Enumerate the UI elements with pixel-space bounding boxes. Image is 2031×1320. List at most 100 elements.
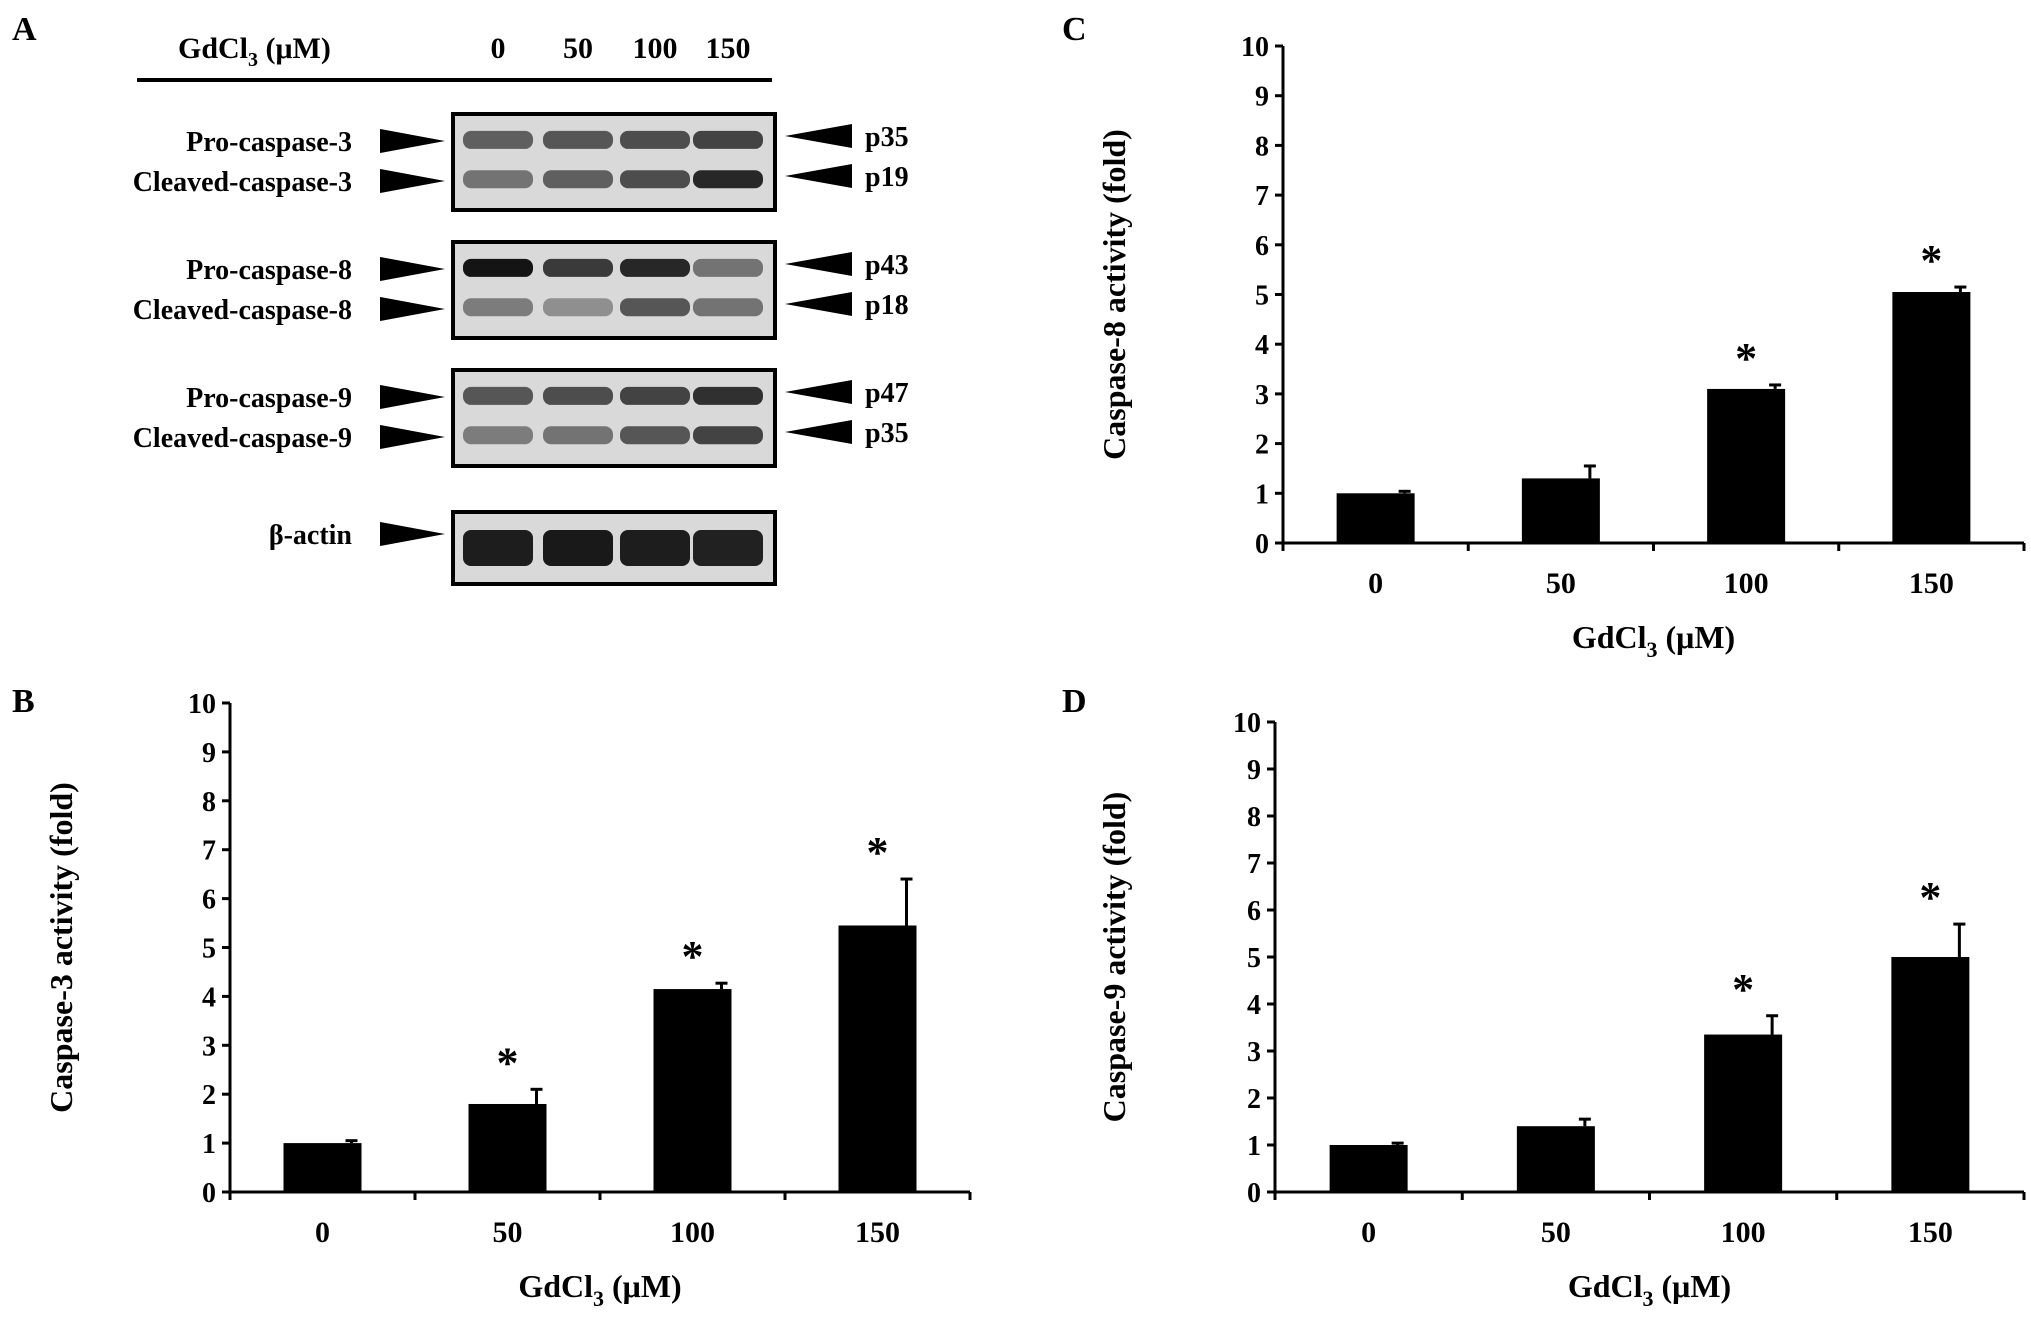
blot-frame bbox=[451, 368, 777, 468]
x-tick-label: 150 bbox=[1908, 1216, 1953, 1249]
blot-band bbox=[543, 530, 613, 566]
blot-right-label: p18 bbox=[865, 290, 909, 321]
blot-left-label: Cleaved-caspase-8 bbox=[133, 295, 352, 326]
x-tick-label: 150 bbox=[1909, 567, 1954, 600]
y-tick-label: 3 bbox=[1255, 380, 1269, 411]
arrowhead-left-icon bbox=[785, 420, 852, 444]
blot-band bbox=[693, 258, 763, 277]
x-axis-label: GdCl3 (μM) bbox=[1568, 1268, 1731, 1311]
bar bbox=[1891, 957, 1970, 1192]
arrowhead-left-icon bbox=[785, 380, 852, 404]
bar bbox=[838, 925, 917, 1192]
panel-label-c: C bbox=[1062, 11, 1087, 48]
arrowhead-left-icon bbox=[785, 252, 852, 276]
y-tick-label: 4 bbox=[202, 982, 216, 1013]
y-tick-label: 5 bbox=[1255, 281, 1269, 312]
blot-band bbox=[543, 258, 613, 277]
wb-dose-150: 150 bbox=[706, 32, 751, 65]
bar bbox=[283, 1143, 362, 1192]
blot-band bbox=[620, 426, 690, 445]
y-tick-label: 8 bbox=[1255, 131, 1269, 162]
y-tick-label: 6 bbox=[1247, 896, 1261, 927]
bar bbox=[1521, 478, 1600, 543]
x-tick-label: 50 bbox=[1541, 1216, 1571, 1249]
panel-label-b: B bbox=[12, 683, 35, 720]
blot-band bbox=[693, 130, 763, 149]
blot-right-label: p43 bbox=[865, 250, 909, 281]
y-axis-label: Caspase-9 activity (fold) bbox=[1096, 792, 1132, 1123]
blot-band bbox=[463, 258, 533, 277]
blot-band bbox=[543, 426, 613, 445]
blot-left-label: Pro-caspase-8 bbox=[186, 255, 352, 286]
blot-band bbox=[463, 298, 533, 317]
blot-right-label: p35 bbox=[865, 418, 909, 449]
y-tick-label: 7 bbox=[202, 836, 216, 867]
blot-band bbox=[543, 130, 613, 149]
arrowhead-right-icon bbox=[380, 169, 445, 193]
y-axis-label: Caspase-8 activity (fold) bbox=[1096, 129, 1132, 460]
blot-left-label: Cleaved-caspase-3 bbox=[133, 167, 352, 198]
western-blot-panel: GdCl3 (μM) 0 50 100 150 Pro-caspase-3 Cle… bbox=[133, 32, 909, 586]
blot-band bbox=[693, 426, 763, 445]
y-tick-label: 4 bbox=[1247, 990, 1261, 1021]
y-tick-label: 4 bbox=[1255, 330, 1269, 361]
bar bbox=[1704, 1034, 1783, 1192]
blot-band bbox=[463, 426, 533, 445]
blot-band bbox=[693, 530, 763, 566]
y-tick-label: 8 bbox=[202, 787, 216, 818]
bar bbox=[1336, 493, 1415, 543]
arrowhead-right-icon bbox=[380, 425, 445, 449]
y-tick-label: 10 bbox=[1241, 32, 1269, 63]
blot-frame bbox=[451, 112, 777, 212]
bar bbox=[653, 989, 732, 1192]
y-axis-label: Caspase-3 activity (fold) bbox=[43, 782, 79, 1113]
x-axis-label: GdCl3 (μM) bbox=[518, 1268, 681, 1311]
arrowhead-right-icon bbox=[380, 257, 445, 281]
wb-dose-0: 0 bbox=[491, 32, 506, 65]
blot-left-label: Cleaved-caspase-9 bbox=[133, 423, 352, 454]
y-tick-label: 7 bbox=[1255, 181, 1269, 212]
y-tick-label: 3 bbox=[1247, 1037, 1261, 1068]
y-tick-label: 6 bbox=[1255, 231, 1269, 262]
blot-band bbox=[620, 530, 690, 566]
bar bbox=[1329, 1145, 1408, 1192]
x-tick-label: 100 bbox=[670, 1216, 715, 1249]
blot-band bbox=[463, 530, 533, 566]
significance-marker: * bbox=[682, 932, 704, 981]
blot-right-label: p35 bbox=[865, 122, 909, 153]
y-tick-label: 1 bbox=[1255, 479, 1269, 510]
x-tick-label: 50 bbox=[493, 1216, 523, 1249]
arrowhead-right-icon bbox=[380, 385, 445, 409]
blot-band bbox=[620, 386, 690, 405]
significance-marker: * bbox=[497, 1038, 519, 1087]
blot-band bbox=[543, 386, 613, 405]
blot-right-label: p19 bbox=[865, 162, 909, 193]
y-tick-label: 5 bbox=[202, 934, 216, 965]
bar bbox=[468, 1103, 547, 1192]
significance-marker: * bbox=[867, 828, 889, 877]
y-tick-label: 6 bbox=[202, 885, 216, 916]
blot-band bbox=[463, 170, 533, 189]
blot-left-label: Pro-caspase-9 bbox=[186, 383, 352, 414]
blot-left-label: Pro-caspase-3 bbox=[186, 127, 352, 158]
y-tick-label: 9 bbox=[202, 738, 216, 769]
y-tick-label: 10 bbox=[1233, 708, 1261, 739]
x-tick-label: 0 bbox=[1368, 567, 1383, 600]
y-tick-label: 0 bbox=[202, 1178, 216, 1209]
blot-frame bbox=[451, 240, 777, 340]
blot-band bbox=[543, 170, 613, 189]
y-tick-label: 1 bbox=[1247, 1131, 1261, 1162]
significance-marker: * bbox=[1732, 965, 1754, 1014]
arrowhead-right-icon bbox=[380, 129, 445, 153]
significance-marker: * bbox=[1919, 873, 1941, 922]
y-tick-label: 3 bbox=[202, 1031, 216, 1062]
x-tick-label: 100 bbox=[1724, 567, 1769, 600]
blot-band bbox=[620, 258, 690, 277]
blot-band bbox=[543, 298, 613, 317]
y-tick-label: 9 bbox=[1255, 82, 1269, 113]
x-tick-label: 0 bbox=[315, 1216, 330, 1249]
wb-dose-100: 100 bbox=[633, 32, 678, 65]
